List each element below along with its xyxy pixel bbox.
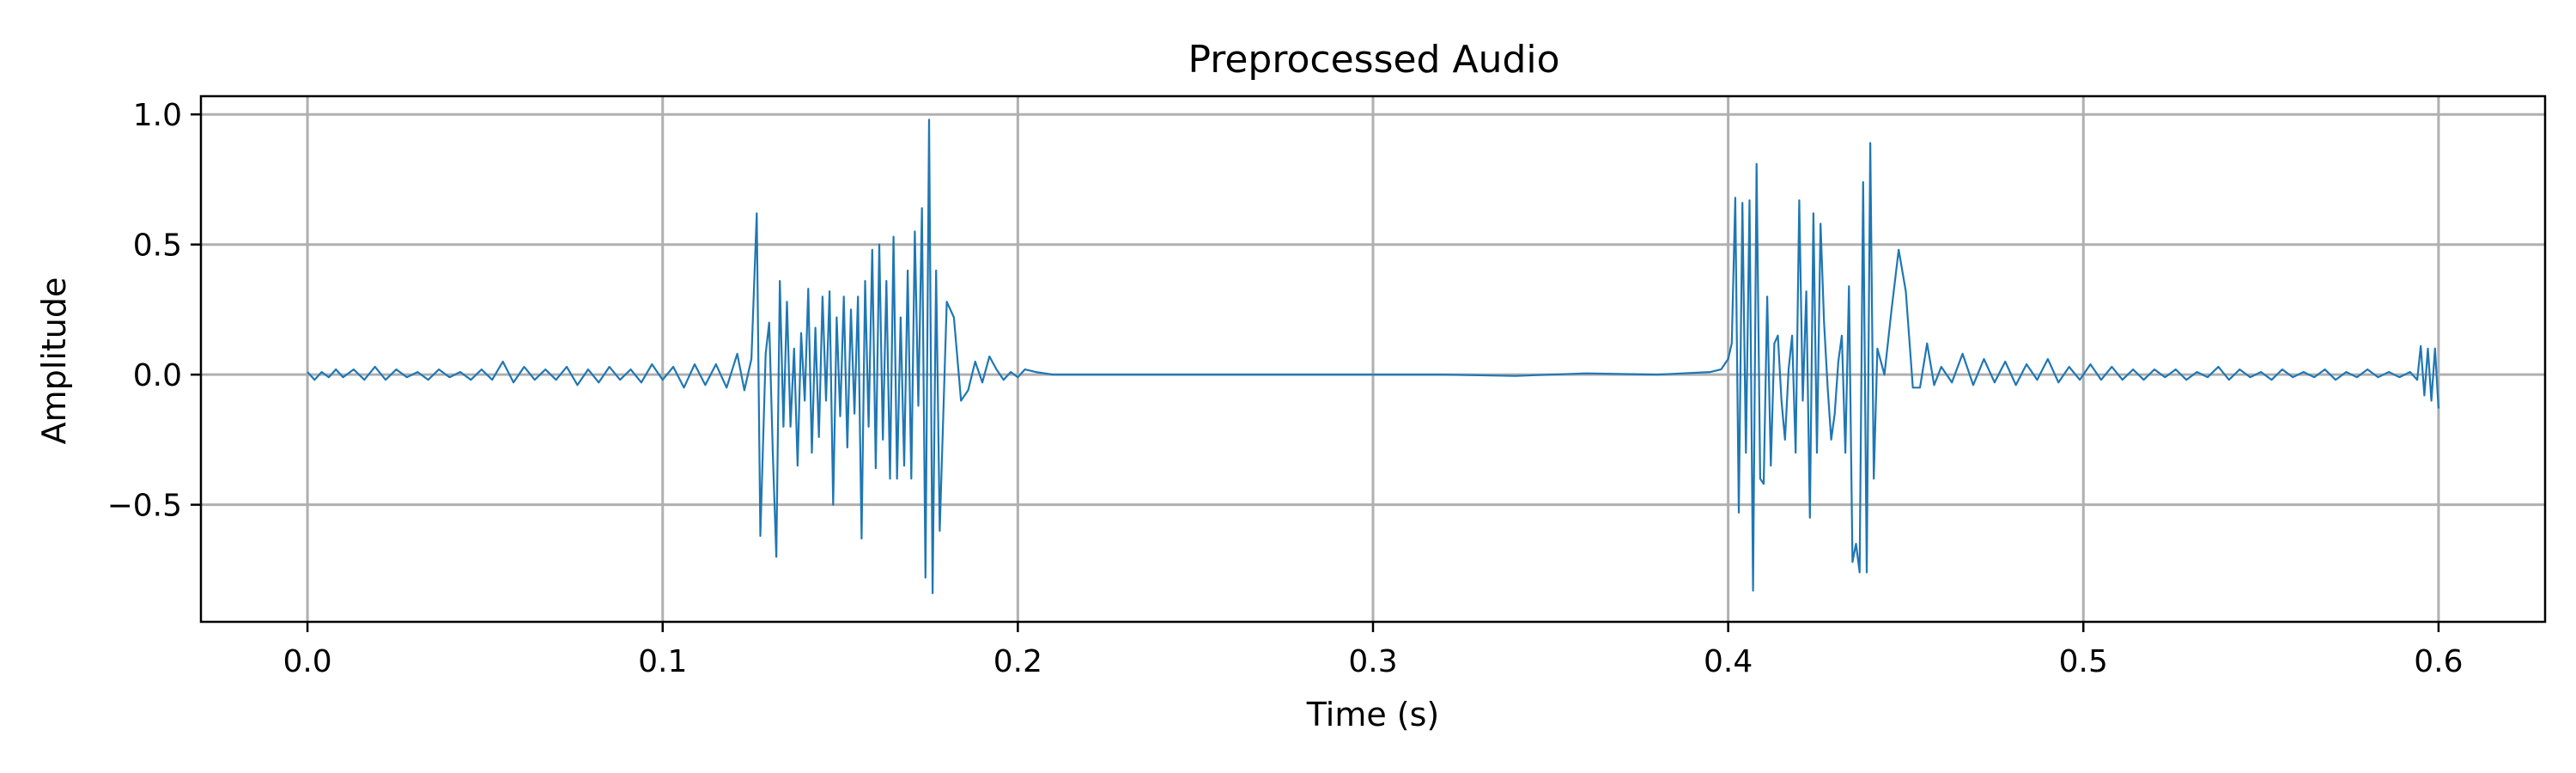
x-tick-label: 0.0 (283, 644, 331, 679)
x-tick-label: 0.2 (993, 644, 1042, 679)
y-axis-label: Amplitude (35, 277, 73, 445)
y-tick-label: 1.0 (133, 98, 182, 133)
series-layer (307, 119, 2439, 594)
grid-lines (201, 96, 2545, 622)
x-axis-label: Time (s) (1306, 696, 1440, 733)
x-tick-label: 0.6 (2414, 644, 2463, 679)
x-tick-label: 0.4 (1704, 644, 1753, 679)
chart-title: Preprocessed Audio (1188, 38, 1559, 82)
axis-ticks: 0.0 0.1 0.2 0.3 0.4 0.5 0.6 −0.5 0.0 0.5 1.0 (107, 98, 2464, 679)
x-tick-label: 0.5 (2059, 644, 2108, 679)
x-tick-label: 0.1 (638, 644, 687, 679)
y-tick-label: 0.5 (133, 228, 182, 264)
waveform-series-line (307, 119, 2439, 594)
y-tick-label: 0.0 (133, 358, 182, 393)
y-tick-label: −0.5 (107, 489, 182, 524)
x-tick-label: 0.3 (1348, 644, 1397, 679)
